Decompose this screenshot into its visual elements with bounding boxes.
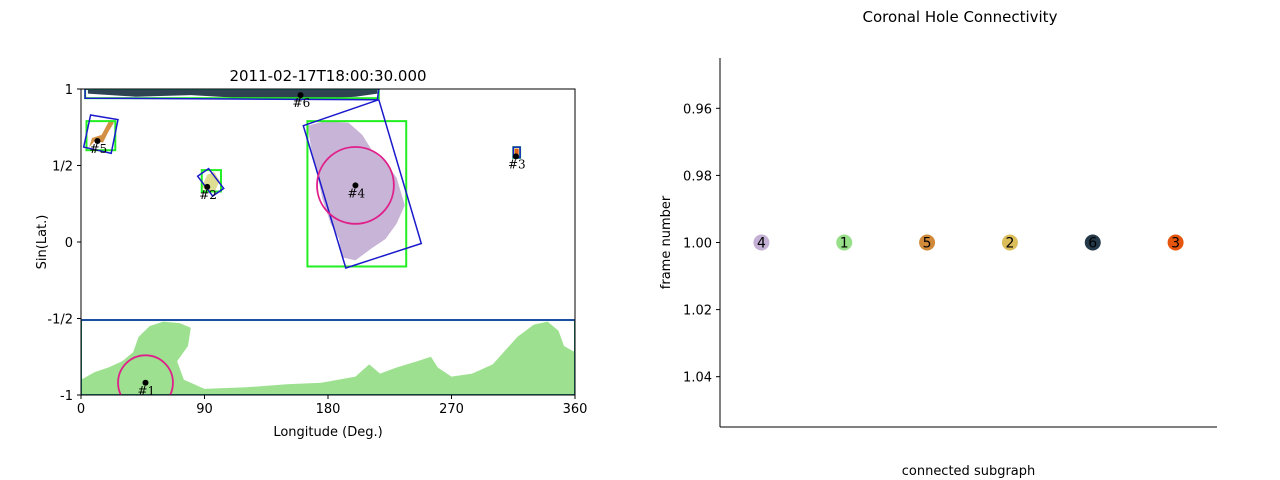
- plot-area: #1 #2 #3 #4 #5 #6: [81, 89, 575, 398]
- y-tick-label: 0.96: [683, 102, 712, 117]
- x-tick-label: 90: [196, 402, 213, 417]
- figure-title: Coronal Hole Connectivity: [863, 8, 1058, 26]
- y-tick-label: 1/2: [52, 160, 73, 175]
- x-tick-label: 0: [77, 402, 85, 417]
- y-tick-label: -1: [60, 389, 73, 404]
- coronal-hole-5-rotated-box: [82, 114, 119, 155]
- coronal-hole-5-centroid: [94, 138, 101, 145]
- coronal-hole-1-centroid: [142, 379, 149, 386]
- coronal-hole-4-circle: [316, 146, 395, 225]
- y-tick-label: 1.00: [683, 237, 712, 252]
- graph-y-axis-label: frame number: [659, 195, 674, 289]
- coronal-hole-6-label: #6: [293, 96, 311, 110]
- map-x-axis-label: Longitude (Deg.): [273, 425, 382, 440]
- y-tick-label: 0.98: [683, 169, 712, 184]
- coronal-hole-3-label: #3: [508, 157, 526, 171]
- coronal-hole-2-centroid: [204, 183, 211, 190]
- y-tick-label: 1.04: [683, 371, 712, 386]
- graph-node-label: 4: [757, 236, 766, 252]
- coronal-hole-3-rotated-box: [512, 146, 521, 159]
- connectivity-graph-plot: 0.96 0.98 1.00 1.02 1.04 4 1 5 2 6 3 connected subg…: [659, 58, 1217, 479]
- coronal-hole-4-rotated-box: [302, 98, 423, 269]
- graph-node-5: [919, 234, 936, 251]
- graph-node-1: [836, 234, 853, 251]
- graph-x-axis-label: connected subgraph: [902, 464, 1036, 479]
- graph-node-label: 3: [1171, 236, 1180, 252]
- coronal-hole-6-centroid: [297, 92, 304, 99]
- coronal-hole-5-label: #5: [89, 142, 107, 156]
- graph-node-label: 2: [1005, 236, 1014, 252]
- x-tick-label: 270: [439, 402, 464, 417]
- graph-node-label: 6: [1088, 236, 1097, 252]
- y-tick-label: -1/2: [47, 313, 73, 328]
- coronal-hole-6-region: [87, 89, 378, 100]
- x-tick-label: 360: [563, 402, 588, 417]
- coronal-hole-1-rotated-box: [81, 319, 575, 395]
- y-tick-label: 0: [65, 236, 73, 251]
- map-y-axis-label: Sin(Lat.): [35, 215, 50, 270]
- map-title: 2011-02-17T18:00:30.000: [229, 67, 426, 85]
- coronal-hole-1-region: [81, 321, 575, 395]
- graph-node-6: [1084, 234, 1101, 251]
- graph-node-label: 1: [840, 236, 849, 252]
- y-tick-label: 1: [65, 83, 73, 98]
- coronal-hole-1-circle: [117, 354, 174, 395]
- graph-node-3: [1167, 234, 1184, 251]
- coronal-hole-map-plot: #1 #2 #3 #4 #5 #6 0 90 180 270 360 -1 -1/2 0 1/2 1 2011-…: [35, 67, 587, 440]
- y-tick-label: 1.02: [683, 304, 712, 319]
- graph-node-2: [1001, 234, 1018, 251]
- coronal-hole-4-label: #4: [347, 186, 365, 200]
- coronal-hole-3-centroid: [512, 153, 519, 160]
- coronal-hole-4-centroid: [352, 182, 359, 189]
- graph-node-label: 5: [923, 236, 932, 252]
- coronal-hole-1-label: #1: [137, 384, 155, 398]
- coronal-hole-6-rotated-box: [84, 89, 380, 101]
- graph-node-4: [753, 234, 770, 251]
- x-tick-label: 180: [316, 402, 341, 417]
- coronal-hole-2-label: #2: [199, 188, 217, 202]
